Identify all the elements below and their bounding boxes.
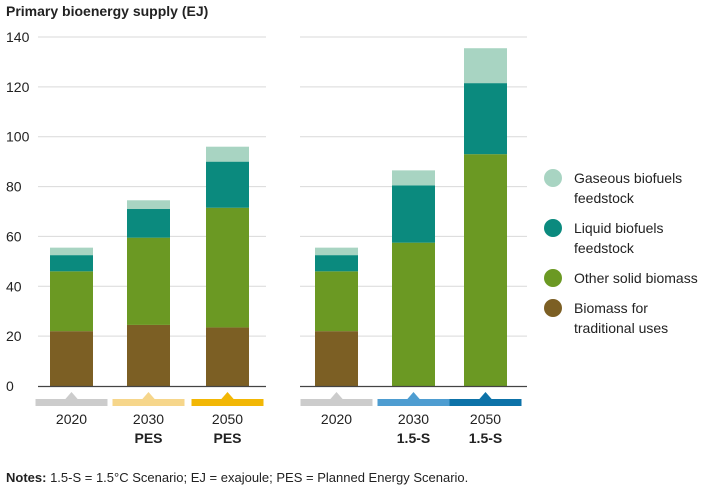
category-label: 2020 [56,411,87,427]
y-tick-label: 60 [6,228,22,244]
legend-label: Other solid biomass [574,270,698,286]
category-marker [191,399,264,406]
category-label: 2030 [398,411,429,427]
legend-item: Liquid biofuels feedstock [544,218,706,258]
bar-segment [127,200,170,210]
notes: Notes: 1.5-S = 1.5°C Scenario; EJ = exaj… [6,470,468,485]
category-marker [300,399,373,406]
y-tick-label: 80 [6,179,22,195]
bioenergy-chart: 0 20 40 60 80 100 120 140 2020 2030 PES 2050 PES 2020… [6,29,527,446]
legend-label: Gaseous biofuels feedstock [574,170,683,206]
bar-segment [127,324,170,386]
bar-segment [464,48,507,84]
y-tick-label: 20 [6,328,22,344]
bar-segment [206,146,249,162]
bar-segment [392,242,435,386]
category-sublabel: PES [213,430,241,446]
category-marker-arrow [220,392,235,400]
bar-segment [315,247,358,256]
legend-swatch [544,269,562,287]
category-label: 2050 [212,411,243,427]
bar-segment [127,237,170,325]
bar-segment [315,271,358,332]
bar-segment [315,331,358,386]
chart-title: Primary bioenergy supply (EJ) [6,3,209,19]
legend-item: Gaseous biofuels feedstock [544,168,706,208]
bar-segment [206,207,249,328]
notes-label: Notes: [6,470,47,485]
category-sublabel: PES [134,430,162,446]
category-label: 2030 [133,411,164,427]
category-marker [449,399,522,406]
category-sublabel: 1.5-S [397,430,430,446]
bar-segment [392,185,435,243]
category-label: 2050 [470,411,501,427]
legend-label: Biomass for traditional uses [574,300,669,336]
bar-segment [50,271,93,332]
category-marker-arrow [329,392,344,400]
bar-segment [50,247,93,256]
legend-item: Biomass for traditional uses [544,298,706,338]
notes-text: 1.5-S = 1.5°C Scenario; EJ = exajoule; P… [46,470,469,485]
category-marker-arrow [478,392,493,400]
category-marker [377,399,450,406]
legend-swatch [544,219,562,237]
bar-segment [50,255,93,272]
category-marker [35,399,108,406]
legend-swatch [544,169,562,187]
category-sublabel: 1.5-S [469,430,502,446]
category-marker-arrow [406,392,421,400]
bar-segment [464,154,507,386]
y-tick-label: 40 [6,278,22,294]
bar-segment [206,161,249,208]
legend: Gaseous biofuels feedstock Liquid biofuel… [544,168,706,348]
y-tick-label: 120 [6,79,30,95]
bar-segment [127,209,170,238]
y-tick-label: 140 [6,29,30,45]
bar-segment [315,255,358,272]
legend-swatch [544,299,562,317]
category-marker-arrow [64,392,79,400]
bar-segment [50,331,93,386]
bar-segment [392,170,435,186]
category-label: 2020 [321,411,352,427]
legend-label: Liquid biofuels feedstock [574,220,664,256]
bar-segment [464,83,507,155]
y-tick-label: 100 [6,129,30,145]
category-marker-arrow [141,392,156,400]
y-tick-label: 0 [6,378,14,394]
category-marker [112,399,185,406]
bar-segment [206,327,249,386]
legend-item: Other solid biomass [544,268,706,288]
